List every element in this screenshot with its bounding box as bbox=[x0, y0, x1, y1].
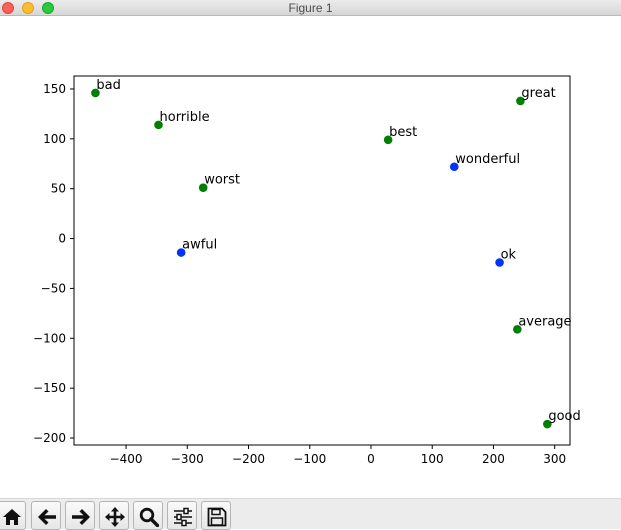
x-tick-label: −200 bbox=[232, 452, 265, 466]
x-tick-label: −100 bbox=[293, 452, 326, 466]
y-tick-label: 150 bbox=[43, 82, 66, 96]
point-wonderful bbox=[449, 162, 459, 172]
x-tick-label: 100 bbox=[421, 452, 444, 466]
point-average bbox=[513, 325, 522, 334]
magnifier-icon bbox=[139, 507, 159, 527]
home-button[interactable] bbox=[0, 501, 26, 530]
back-button[interactable] bbox=[31, 501, 61, 530]
y-tick-label: −200 bbox=[33, 431, 66, 445]
save-button[interactable] bbox=[201, 501, 231, 530]
arrow-left-icon bbox=[38, 509, 56, 525]
floppy-disk-icon bbox=[207, 507, 227, 527]
point-label-worst: worst bbox=[204, 173, 240, 188]
pan-button[interactable] bbox=[99, 501, 129, 530]
point-horrible bbox=[154, 120, 163, 130]
forward-button[interactable] bbox=[65, 501, 95, 530]
x-tick-label: −300 bbox=[171, 452, 204, 466]
point-best bbox=[383, 135, 393, 145]
point-bad bbox=[91, 88, 100, 98]
point-worst bbox=[198, 183, 208, 192]
point-label-bad: bad bbox=[96, 78, 120, 93]
y-tick-label: −100 bbox=[33, 331, 66, 345]
arrow-right-icon bbox=[72, 509, 90, 525]
x-tick-label: 300 bbox=[543, 452, 566, 466]
window-titlebar: Figure 1 bbox=[0, 0, 621, 16]
configure-subplots-button[interactable] bbox=[167, 501, 197, 530]
y-axis: −200 −150 −100 −50 0 50 100 150 bbox=[33, 82, 74, 445]
y-tick-label: 0 bbox=[58, 232, 66, 246]
point-label-great: great bbox=[521, 86, 555, 101]
y-tick-label: −50 bbox=[41, 281, 66, 295]
y-tick-label: 50 bbox=[51, 182, 66, 196]
point-good bbox=[543, 419, 552, 429]
scatter-plot[interactable]: bad horrible worst awful best wonderful great o… bbox=[0, 16, 621, 498]
y-tick-label: −150 bbox=[33, 381, 66, 395]
point-label-wonderful: wonderful bbox=[455, 152, 520, 167]
window-title: Figure 1 bbox=[288, 1, 333, 15]
point-awful bbox=[176, 248, 186, 257]
close-window-button[interactable] bbox=[2, 2, 14, 14]
scatter-marks: bad horrible worst awful best wonderful great o… bbox=[91, 78, 581, 429]
point-label-awful: awful bbox=[182, 238, 217, 253]
point-label-best: best bbox=[389, 125, 417, 140]
x-tick-label: 200 bbox=[482, 452, 505, 466]
navigation-toolbar bbox=[0, 498, 621, 530]
y-tick-label: 100 bbox=[43, 132, 66, 146]
point-label-horrible: horrible bbox=[160, 110, 210, 125]
point-label-average: average bbox=[518, 314, 571, 329]
point-ok bbox=[495, 258, 504, 267]
point-label-ok: ok bbox=[501, 247, 517, 262]
x-axis: −400 −300 −200 −100 0 100 200 300 bbox=[110, 445, 566, 466]
x-tick-label: −400 bbox=[110, 452, 143, 466]
minimize-window-button[interactable] bbox=[22, 2, 34, 14]
plot-frame bbox=[73, 75, 571, 446]
zoom-button[interactable] bbox=[133, 501, 163, 530]
x-tick-label: 0 bbox=[367, 452, 375, 466]
move-icon bbox=[105, 507, 125, 527]
figure-canvas[interactable]: bad horrible worst awful best wonderful great o… bbox=[0, 16, 621, 498]
home-icon bbox=[3, 509, 21, 525]
point-label-good: good bbox=[548, 409, 580, 424]
sliders-icon bbox=[174, 507, 192, 527]
maximize-window-button[interactable] bbox=[42, 2, 54, 14]
point-great bbox=[516, 96, 525, 106]
